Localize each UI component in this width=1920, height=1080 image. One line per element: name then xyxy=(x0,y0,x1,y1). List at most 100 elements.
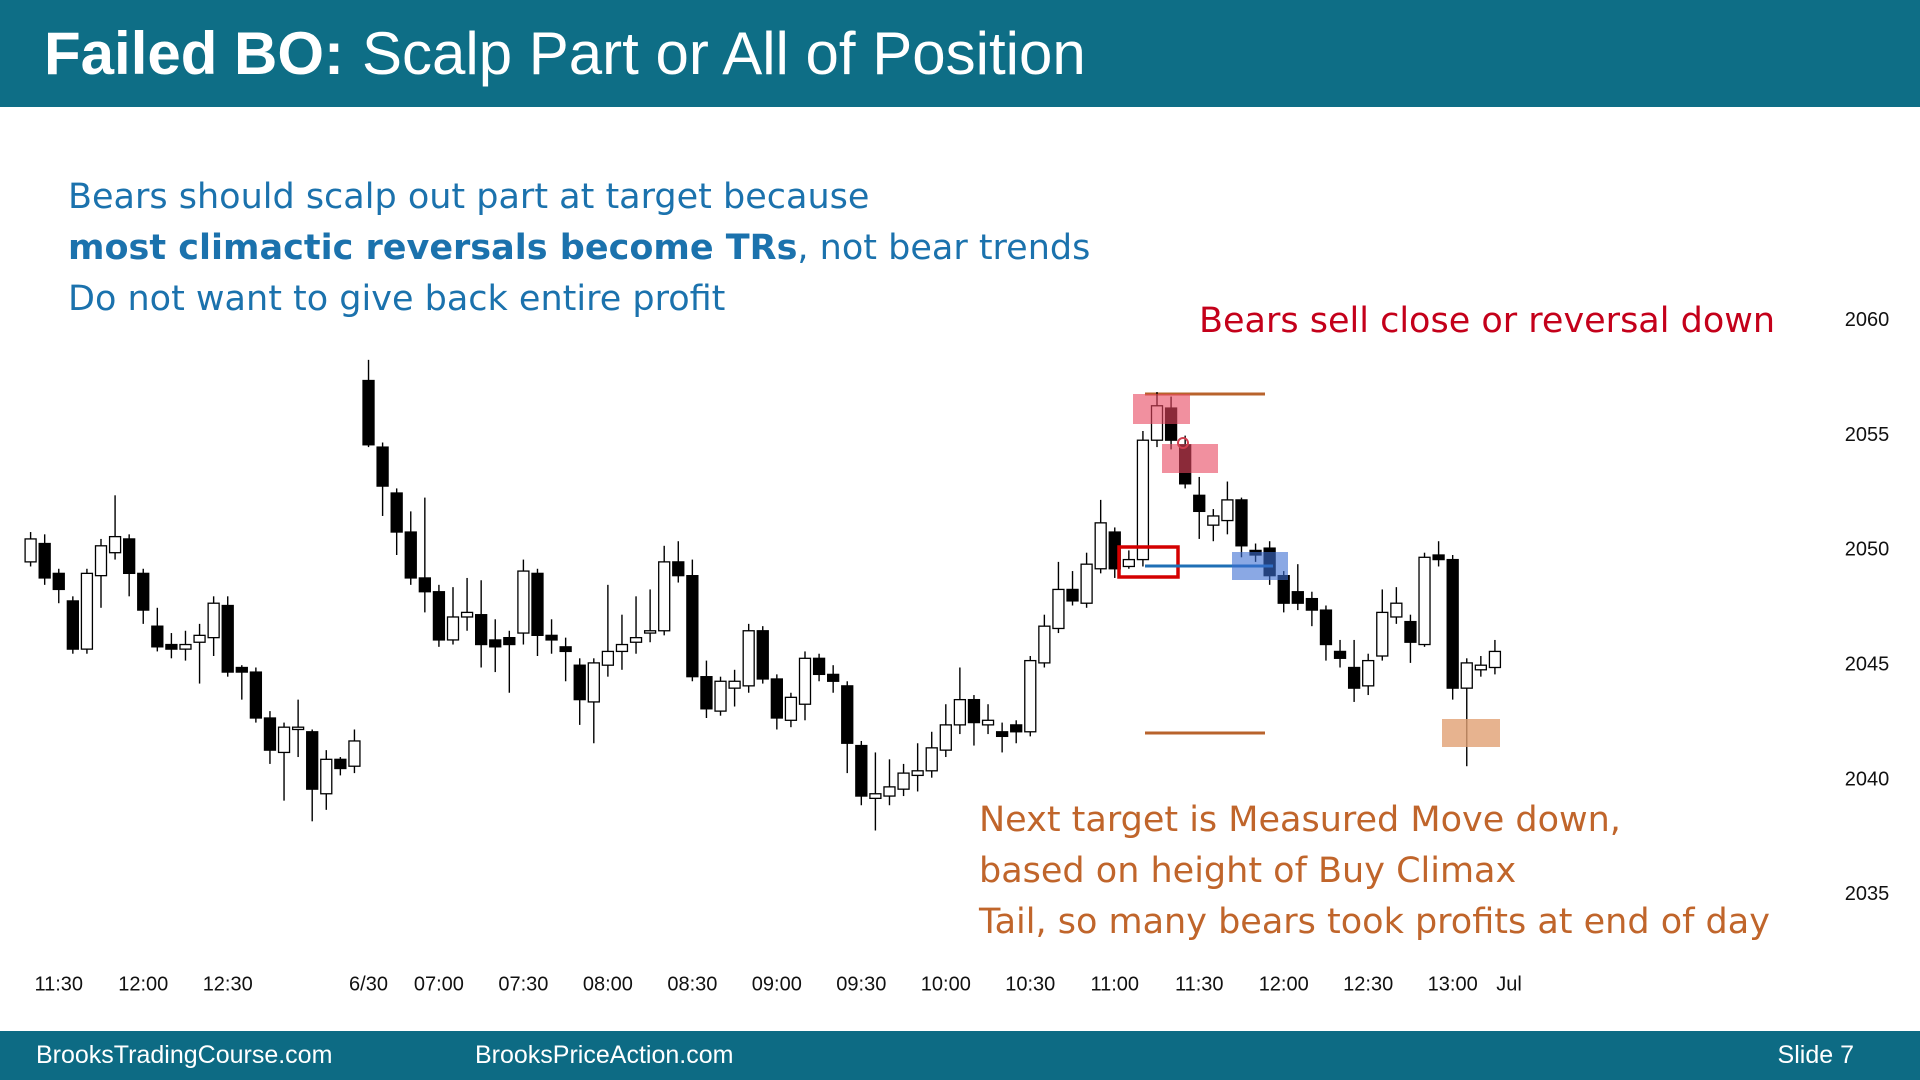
candle-body xyxy=(784,696,798,721)
x-tick-label: 08:00 xyxy=(583,973,633,995)
candle-body xyxy=(756,630,769,680)
candle-body xyxy=(334,758,347,770)
candle-body xyxy=(798,657,812,705)
candle-body xyxy=(925,747,938,772)
x-tick-label: 07:00 xyxy=(414,973,464,995)
candle-body xyxy=(1094,522,1107,570)
candle-body xyxy=(686,575,699,678)
y-tick-label: 2035 xyxy=(1845,883,1890,905)
candle-body xyxy=(1080,563,1093,604)
candle-body xyxy=(531,572,544,637)
x-tick-label: 11:30 xyxy=(1175,973,1224,995)
x-tick-label: 12:30 xyxy=(1343,973,1393,995)
note-line: Next target is Measured Move down, xyxy=(979,800,1621,840)
candle-body xyxy=(1418,556,1431,646)
title-bold: Failed BO: xyxy=(44,20,345,87)
candle-body xyxy=(672,561,685,577)
candle-body xyxy=(404,531,417,579)
note-line: most climactic reversals become TRs, not… xyxy=(68,223,1090,274)
y-tick-label: 2040 xyxy=(1845,768,1890,790)
candle-body xyxy=(1221,499,1234,522)
candle-body xyxy=(1376,611,1389,657)
candle-body xyxy=(615,643,629,653)
candle-body xyxy=(714,680,727,712)
candle-body xyxy=(390,492,403,533)
candle-body xyxy=(1136,439,1150,561)
candle-body xyxy=(995,731,1009,738)
footer-link: BrooksPriceAction.com xyxy=(475,1041,734,1069)
annotation-layer xyxy=(1117,394,1500,747)
candle-body xyxy=(179,643,192,650)
x-tick-label: 12:00 xyxy=(1259,973,1309,995)
header: Failed BO: Scalp Part or All of Position xyxy=(0,0,1920,107)
footer-link: BrooksTradingCourse.com xyxy=(36,1041,333,1069)
candle-body xyxy=(728,680,741,689)
note-text: Bears should scalp out part at target be… xyxy=(68,177,870,217)
x-tick-label: 10:30 xyxy=(1005,973,1055,995)
x-tick-label: 10:00 xyxy=(921,973,971,995)
candle-body xyxy=(587,662,600,703)
candle-body xyxy=(207,602,220,639)
candle-body xyxy=(235,666,248,673)
x-tick-label: 6/30 xyxy=(349,973,388,995)
slide-number: Slide 7 xyxy=(1777,1041,1854,1069)
candle-body xyxy=(953,698,967,726)
candle-body xyxy=(221,604,234,673)
candle-body xyxy=(362,379,375,446)
candle-body xyxy=(376,446,389,487)
sell-zone xyxy=(1162,444,1218,473)
candle-body xyxy=(277,726,291,754)
candle-body xyxy=(1052,588,1065,630)
x-tick-label: 12:30 xyxy=(203,973,253,995)
candle-body xyxy=(897,772,910,790)
candle-body xyxy=(52,572,65,591)
candle-body xyxy=(1038,625,1051,664)
y-tick-label: 2050 xyxy=(1845,539,1890,561)
x-tick-label: 07:30 xyxy=(498,973,548,995)
candle-body xyxy=(1291,591,1304,604)
candle-body xyxy=(1488,650,1502,669)
note-text: Do not want to give back entire profit xyxy=(68,279,726,319)
candle-body xyxy=(827,673,840,682)
candle-body xyxy=(1066,588,1079,602)
candle-body xyxy=(306,731,319,790)
candle-body xyxy=(348,740,361,767)
candle-body xyxy=(94,545,108,577)
x-tick-label: 11:30 xyxy=(34,973,83,995)
candle-body xyxy=(108,535,122,554)
candle-body xyxy=(291,726,305,731)
note-text: , not bear trends xyxy=(797,228,1091,268)
candle-body xyxy=(1305,597,1319,611)
candle-body xyxy=(123,538,136,575)
candles xyxy=(24,359,1502,831)
x-tick-label: Jul xyxy=(1496,973,1522,995)
sell-zone xyxy=(1133,394,1190,424)
target-zone xyxy=(1442,719,1500,747)
candle-body xyxy=(503,636,516,646)
candle-body xyxy=(911,770,924,777)
candle-body xyxy=(24,538,37,563)
note-bold: most climactic reversals become TRs xyxy=(68,228,798,268)
candle-body xyxy=(1460,662,1473,689)
candle-body xyxy=(559,646,572,653)
candle-body xyxy=(770,678,783,719)
candle-body xyxy=(1390,602,1403,618)
candle-body xyxy=(1319,609,1333,646)
candle-body xyxy=(967,698,981,724)
x-tick-label: 13:00 xyxy=(1428,973,1478,995)
candle-body xyxy=(855,744,868,797)
note-line: based on height of Buy Climax xyxy=(979,851,1517,891)
note-line: Do not want to give back entire profit xyxy=(68,274,1090,325)
candle-body xyxy=(165,643,178,650)
candle-body xyxy=(460,611,474,618)
entry-box xyxy=(1117,545,1180,579)
x-tick-label: 11:00 xyxy=(1090,973,1139,995)
candle-body xyxy=(1193,494,1206,513)
candle-body xyxy=(629,636,643,643)
candle-body xyxy=(263,717,277,751)
candle-body xyxy=(320,758,333,795)
candle-body xyxy=(1474,664,1487,671)
candle-body xyxy=(446,616,460,641)
